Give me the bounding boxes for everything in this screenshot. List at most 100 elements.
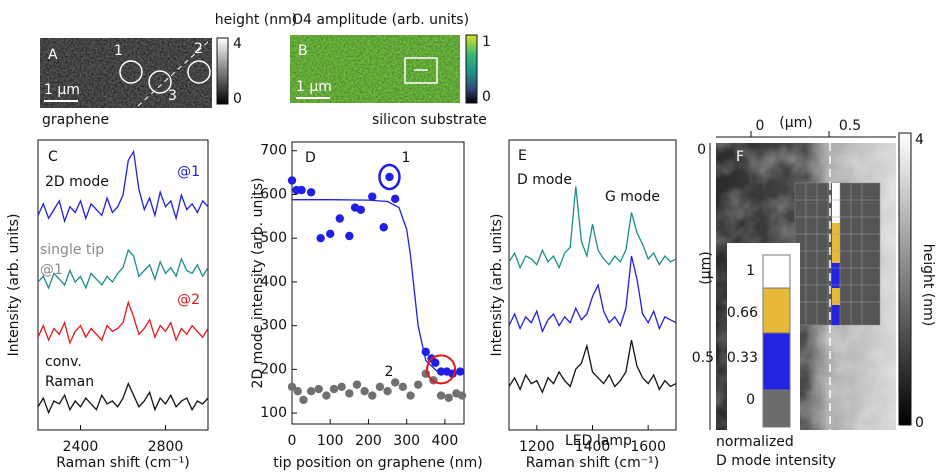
colorbar: [898, 132, 912, 426]
spot-circle: [148, 70, 172, 94]
y-tick-label: 300: [260, 318, 287, 334]
data-point: [326, 229, 335, 239]
data-point: [406, 391, 415, 400]
data-point: [306, 188, 316, 197]
spot-label: 1: [114, 43, 123, 59]
annotation: @1: [177, 164, 200, 180]
d-mode-grid: [794, 182, 881, 326]
x-axis-label: tip position on graphene (nm): [273, 455, 482, 471]
data-point: [379, 223, 388, 232]
data-point: [444, 393, 453, 402]
data-point: [436, 391, 446, 400]
inset-swatch: [762, 332, 791, 391]
annotation: single tip: [40, 242, 104, 258]
inset-tick: 0: [746, 392, 755, 408]
data-point: [306, 387, 316, 396]
x-tick-label: 0: [288, 433, 297, 449]
region-box: [404, 57, 438, 84]
series-line: [37, 381, 209, 415]
data-point: [413, 380, 423, 389]
series-line: [508, 339, 677, 394]
annotation: @2: [177, 292, 200, 308]
series-line: [37, 149, 209, 224]
x-tick-label: 100: [317, 433, 344, 449]
x-tick-label: 400: [432, 433, 459, 449]
colorbar: [465, 34, 478, 104]
data-point: [368, 391, 377, 400]
scale-bar-label: 1 µm: [44, 82, 80, 98]
inset-swatch: [762, 254, 791, 289]
annotation: LED lamp: [565, 433, 632, 449]
data-point: [352, 380, 362, 389]
grid-cell: [832, 183, 840, 223]
data-point: [356, 205, 365, 214]
left-tick-label: 0.5: [692, 350, 714, 366]
series-line: [508, 255, 677, 334]
x-tick-label: 1600: [630, 439, 666, 455]
y-tick-label: 100: [260, 405, 287, 421]
data-point: [322, 391, 331, 400]
inset-tick: 0.66: [727, 305, 758, 321]
afm-texture: [40, 38, 212, 108]
x-axis-label: Raman shift (cm⁻¹): [56, 455, 189, 471]
annotation: G mode: [605, 189, 660, 205]
data-point: [431, 358, 440, 367]
grid-cell: [832, 223, 840, 263]
top-axis-unit: (µm): [779, 115, 812, 131]
y-tick-label: 200: [260, 361, 287, 377]
y-axis-label: Intensity (arb. units): [489, 214, 505, 357]
series-line: [37, 300, 209, 345]
inset-caption: normalized: [716, 434, 794, 450]
data-point: [329, 384, 339, 394]
colorbar-tick: 4: [915, 132, 924, 148]
data-point: [316, 233, 325, 243]
data-point: [293, 387, 302, 396]
y-tick-label: 500: [260, 230, 287, 246]
inset-swatch: [762, 389, 791, 428]
grid-cell: [832, 305, 840, 325]
data-point: [297, 185, 306, 195]
data-point: [345, 231, 354, 241]
data-point: [457, 391, 467, 400]
data-point: [345, 389, 354, 398]
series-line: [292, 199, 465, 374]
colorbar-tick: 4: [233, 36, 242, 52]
annotation: conv.: [45, 354, 82, 370]
data-point: [314, 384, 323, 394]
inset-tick: 0.33: [727, 350, 758, 366]
x-axis-label: Raman shift (cm⁻¹): [526, 455, 659, 471]
data-point: [391, 194, 400, 204]
scale-bar-label: 1 µm: [296, 79, 332, 95]
panel-label: F: [736, 149, 744, 165]
data-point: [455, 367, 465, 376]
data-point: [398, 382, 408, 392]
x-tick-label: 200: [355, 433, 382, 449]
grid-cell: [832, 288, 840, 305]
y-tick-label: 600: [260, 186, 287, 202]
series-line: [508, 186, 677, 270]
left-axis-unit: (µm): [698, 251, 714, 284]
inset-tick: 1: [746, 263, 755, 279]
plot-frame: [37, 139, 209, 431]
x-tick-label: 300: [393, 433, 420, 449]
x-tick-label: 2800: [148, 439, 184, 455]
panel-label: B: [298, 43, 308, 59]
panel-label: C: [48, 149, 58, 165]
inset-caption: D mode intensity: [716, 453, 836, 469]
colorbar-title: O4 amplitude (arb. units): [292, 12, 469, 28]
colorbar: [216, 37, 229, 105]
data-point: [368, 192, 377, 201]
top-tick-label: 0.5: [839, 118, 861, 134]
image-caption: graphene: [42, 112, 109, 128]
data-point: [287, 176, 297, 185]
colorbar-title: height (nm): [920, 244, 936, 327]
spot-label: 2: [194, 41, 203, 57]
data-point: [383, 387, 392, 396]
data-point: [299, 395, 308, 405]
highlight-circle: [378, 163, 401, 191]
annotation: @1: [40, 262, 63, 278]
annotation: 2D mode: [45, 174, 109, 190]
colorbar-tick: 0: [482, 89, 491, 105]
spot-label: 3: [168, 88, 177, 104]
